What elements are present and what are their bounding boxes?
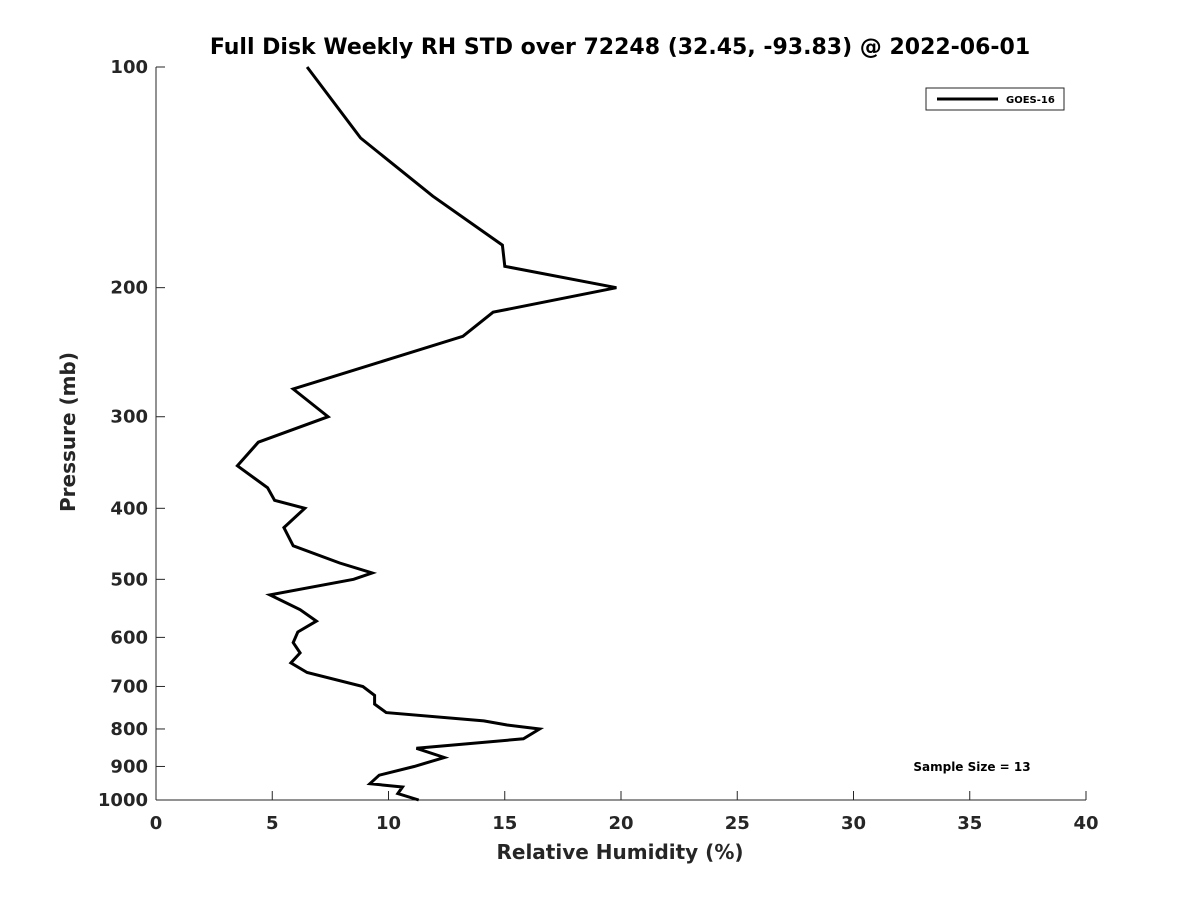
- x-axis-label: Relative Humidity (%): [496, 840, 743, 864]
- x-tick-label: 35: [957, 813, 982, 834]
- y-tick-label: 400: [110, 498, 148, 519]
- legend-label: GOES-16: [1006, 95, 1055, 106]
- y-tick-label: 200: [110, 278, 148, 299]
- series-line-goes-16: [235, 66, 617, 802]
- y-tick-label: 600: [110, 627, 148, 648]
- sample-size-annotation: Sample Size = 13: [913, 760, 1030, 774]
- y-tick-label: 800: [110, 719, 148, 740]
- y-tick-label: 300: [110, 407, 148, 428]
- y-tick-label: 900: [110, 756, 148, 777]
- y-axis-label: Pressure (mb): [56, 352, 80, 512]
- series-group: [235, 66, 617, 802]
- x-tick-label: 20: [608, 813, 633, 834]
- x-tick-label: 5: [266, 813, 279, 834]
- x-tick-label: 15: [492, 813, 517, 834]
- y-tick-label: 700: [110, 676, 148, 697]
- y-tick-label: 500: [110, 569, 148, 590]
- legend: GOES-16: [925, 87, 1065, 111]
- y-tick-label: 1000: [98, 790, 148, 811]
- x-tick-label: 30: [841, 813, 866, 834]
- y-tick-label: 100: [110, 57, 148, 78]
- x-tick-label: 40: [1073, 813, 1098, 834]
- x-tick-label: 25: [725, 813, 750, 834]
- axes: 0 5 10 15 20 25 30 35 40 100 200 300 400 500 600 700 800…: [98, 57, 1099, 834]
- x-tick-label: 0: [150, 813, 163, 834]
- chart-title: Full Disk Weekly RH STD over 72248 (32.4…: [210, 35, 1030, 60]
- x-tick-label: 10: [376, 813, 401, 834]
